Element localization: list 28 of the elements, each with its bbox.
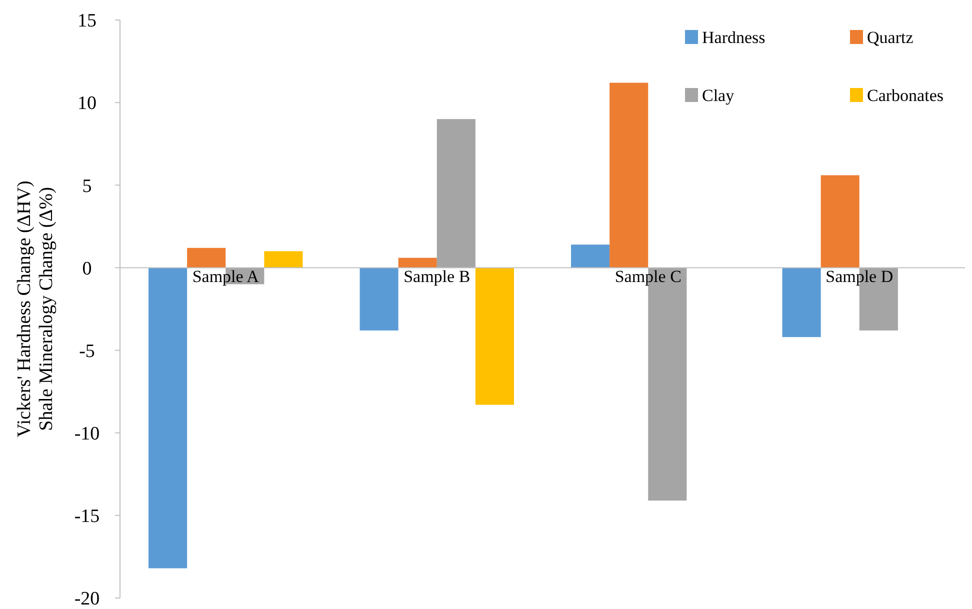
y-tick-label: 5	[82, 176, 92, 197]
bar	[360, 268, 398, 330]
y-tick-label: -5	[79, 340, 95, 362]
legend-label: Hardness	[702, 28, 766, 47]
y-tick-label: -10	[74, 424, 100, 445]
x-tick-label: Sample B	[404, 267, 470, 286]
bar	[610, 82, 648, 268]
y-tick-label: 10	[78, 93, 96, 114]
bar	[571, 244, 610, 268]
y-tick-label: -15	[74, 506, 100, 528]
y-tick-label: -20	[74, 588, 100, 609]
legend-label: Clay	[702, 86, 735, 105]
bar	[820, 175, 860, 268]
bar	[148, 268, 188, 568]
bar	[398, 258, 437, 268]
legend-label: Carbonates	[867, 86, 944, 105]
bar	[782, 268, 821, 338]
bar	[264, 251, 303, 268]
bar	[436, 119, 476, 268]
x-tick-label: Sample D	[826, 267, 894, 286]
bar	[475, 268, 514, 405]
y-tick-label: 15	[78, 10, 96, 32]
x-tick-label: Sample C	[614, 267, 682, 286]
x-tick-label: Sample A	[192, 267, 260, 286]
y-axis-title: Vickers' Hardness Change (ΔHV) Shale Mineralogy Change (Δ%)	[14, 180, 57, 438]
legend-label: Quartz	[867, 28, 914, 47]
bar	[187, 248, 226, 268]
y-tick-label: 0	[82, 258, 92, 280]
